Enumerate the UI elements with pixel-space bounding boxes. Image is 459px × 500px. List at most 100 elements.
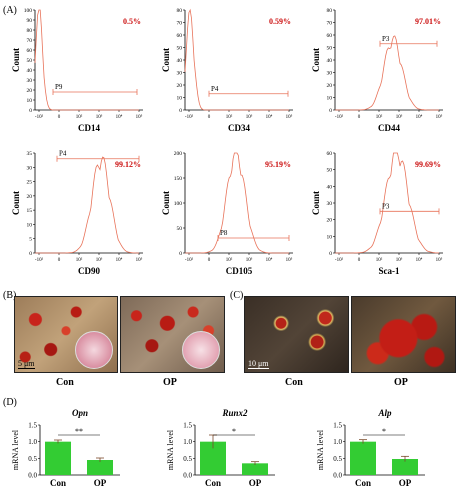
- gate-label: P3: [382, 202, 390, 210]
- y-tick-label: 60: [327, 33, 333, 39]
- histogram-curve: [335, 35, 439, 111]
- y-tick-label: 1.5: [183, 422, 192, 430]
- y-tick-label: 0.5: [333, 455, 342, 463]
- y-tick-label: 5: [29, 237, 32, 243]
- x-tick-label: -10²: [335, 257, 344, 263]
- y-tick-label: 70: [327, 21, 333, 27]
- y-tick-label: 0: [179, 108, 182, 114]
- histogram-curve: [335, 152, 439, 254]
- y-tick-label: 30: [327, 71, 333, 77]
- x-tick-label: 10⁴: [116, 257, 123, 263]
- x-tick-label: 10⁵: [286, 114, 293, 120]
- y-tick-label: 10: [27, 98, 33, 104]
- y-tick-label: 100: [24, 8, 33, 14]
- x-tick-label: -10²: [185, 257, 194, 263]
- y-tick-label: 0: [29, 108, 32, 114]
- group-label-c-con: Con: [285, 377, 303, 388]
- y-axis-title: Count: [311, 48, 321, 72]
- y-tick-label: 60: [27, 48, 33, 54]
- x-tick-label: 10⁴: [266, 114, 273, 120]
- y-tick-label: 0: [179, 251, 182, 257]
- percent-label: 99.69%: [415, 160, 441, 169]
- gate-label: P9: [55, 83, 63, 91]
- oil-red-photo-con: 10 μm: [244, 296, 349, 373]
- x-tick-label: 10²: [226, 114, 233, 120]
- histogram-curve: [34, 9, 139, 111]
- y-tick-label: 25: [27, 180, 33, 186]
- scale-bar-b: 5 μm: [18, 359, 35, 369]
- x-axis-title: CD44: [378, 123, 400, 133]
- y-tick-label: 1.0: [183, 438, 192, 446]
- y-tick-label: 20: [327, 218, 333, 224]
- y-tick-label: 0: [29, 251, 32, 257]
- histogram-curve: [35, 156, 139, 254]
- x-axis-title: Sca-1: [379, 266, 400, 276]
- x-tick-label: 10⁵: [436, 114, 443, 120]
- y-tick-label: 1.0: [333, 438, 342, 446]
- x-axis-title: CD90: [78, 266, 100, 276]
- y-tick-label: 0.0: [333, 472, 342, 480]
- percent-label: 97.01%: [415, 17, 441, 26]
- y-tick-label: 80: [27, 28, 33, 34]
- x-tick-label: 10²: [76, 114, 83, 120]
- group-label-b-con: Con: [56, 377, 74, 388]
- panel-label-c: (C): [230, 290, 243, 301]
- y-tick-label: 35: [27, 151, 33, 157]
- x-tick-label: -10²: [335, 114, 344, 120]
- y-tick-label: 150: [174, 176, 183, 182]
- y-tick-label: 30: [27, 165, 33, 171]
- x-tick-label: 10³: [96, 257, 103, 263]
- y-axis-title: Count: [161, 48, 171, 72]
- y-tick-label: 40: [327, 58, 333, 64]
- x-tick-label: 10⁴: [416, 114, 423, 120]
- category-label: Con: [355, 478, 371, 488]
- y-tick-label: 50: [27, 58, 33, 64]
- gate-label: P3: [382, 35, 390, 43]
- chart-title: Opn: [72, 408, 88, 418]
- bar-chart-runx2: 0.0 0.5 1.0 1.5 Runx2 mRNA level Con OP *: [166, 408, 275, 488]
- y-tick-label: 200: [174, 151, 183, 157]
- x-tick-label: 0: [358, 115, 361, 120]
- y-tick-label: 30: [177, 71, 183, 77]
- significance-mark: *: [382, 427, 386, 436]
- y-axis-title: mRNA level: [11, 429, 20, 470]
- y-tick-label: 80: [177, 8, 183, 14]
- scale-bar-c: 10 μm: [248, 359, 269, 369]
- y-tick-label: 50: [327, 46, 333, 52]
- x-axis-title: CD14: [78, 123, 100, 133]
- culture-dish-con: [75, 331, 113, 369]
- chart-title: Alp: [377, 408, 392, 418]
- y-tick-label: 50: [177, 226, 183, 232]
- y-tick-label: 30: [327, 201, 333, 207]
- oil-red-photo-op: [351, 296, 456, 373]
- significance-mark: *: [232, 427, 236, 436]
- bar-chart-opn: 0.0 0.5 1.0 1.5 Opn mRNA level Con OP **: [11, 408, 120, 488]
- y-tick-label: 0.5: [28, 455, 37, 463]
- y-tick-label: 30: [27, 78, 33, 84]
- y-tick-label: 70: [177, 21, 183, 27]
- x-tick-label: 10⁴: [116, 114, 123, 120]
- y-tick-label: 10: [327, 96, 333, 102]
- x-tick-label: 10⁵: [286, 257, 293, 263]
- histogram-curve: [184, 8, 289, 111]
- y-tick-label: 0.5: [183, 455, 192, 463]
- y-tick-label: 80: [327, 8, 333, 14]
- alizarin-photo-con: 5 μm: [14, 296, 118, 373]
- y-tick-label: 10: [327, 234, 333, 240]
- x-tick-label: 10³: [396, 257, 403, 263]
- x-tick-label: 10⁵: [136, 257, 143, 263]
- panel-label-a: (A): [3, 5, 17, 16]
- x-tick-label: 10²: [226, 257, 233, 263]
- bar: [350, 441, 376, 475]
- y-axis-title: mRNA level: [316, 429, 325, 470]
- y-tick-label: 90: [27, 18, 33, 24]
- x-tick-label: 10⁵: [436, 257, 443, 263]
- y-tick-label: 20: [27, 194, 33, 200]
- x-tick-label: 10³: [246, 114, 253, 120]
